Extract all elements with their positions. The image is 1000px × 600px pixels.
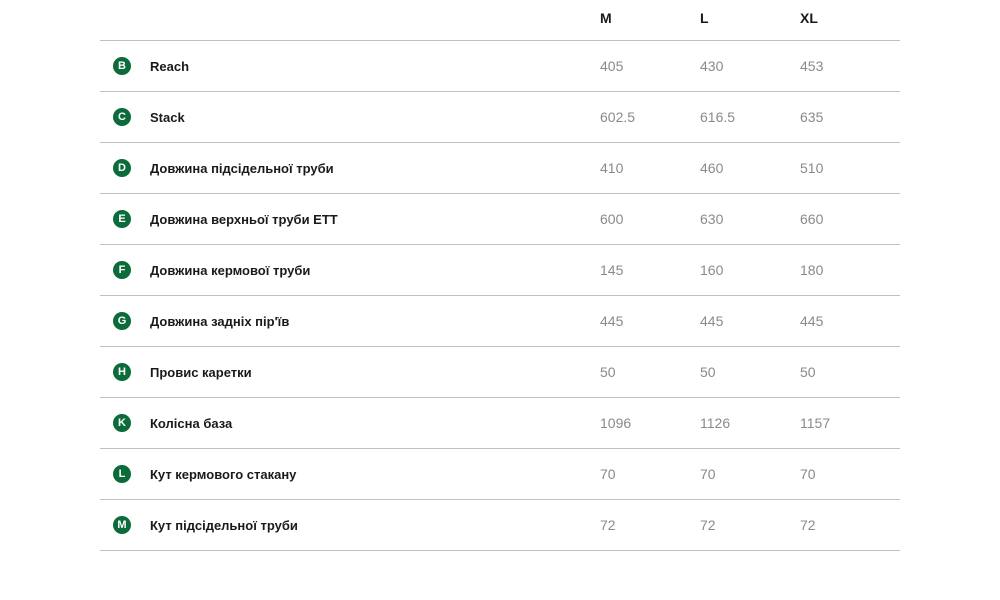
row-value: 50 — [800, 364, 900, 380]
table-row: G Довжина задніх пір'їв 445 445 445 — [100, 296, 900, 347]
row-value: 445 — [600, 313, 700, 329]
row-value: 430 — [700, 58, 800, 74]
row-badge: C — [113, 108, 131, 126]
row-value: 453 — [800, 58, 900, 74]
row-badge: L — [113, 465, 131, 483]
row-badge: F — [113, 261, 131, 279]
row-value: 635 — [800, 109, 900, 125]
column-header: XL — [800, 10, 900, 26]
row-value: 70 — [700, 466, 800, 482]
row-badge: G — [113, 312, 131, 330]
row-value: 1157 — [800, 415, 900, 431]
row-value: 405 — [600, 58, 700, 74]
badge-col: D — [100, 159, 144, 177]
row-value: 445 — [800, 313, 900, 329]
table-row: L Кут кермового стакану 70 70 70 — [100, 449, 900, 500]
badge-col: F — [100, 261, 144, 279]
row-value: 160 — [700, 262, 800, 278]
badge-col: K — [100, 414, 144, 432]
row-label: Довжина кермової труби — [144, 263, 600, 278]
row-value: 630 — [700, 211, 800, 227]
badge-col: H — [100, 363, 144, 381]
row-badge: M — [113, 516, 131, 534]
table-row: C Stack 602.5 616.5 635 — [100, 92, 900, 143]
row-badge: K — [113, 414, 131, 432]
row-value: 70 — [600, 466, 700, 482]
row-badge: E — [113, 210, 131, 228]
geometry-table: M L XL B Reach 405 430 453 C Stack 602.5… — [100, 0, 900, 551]
row-value: 72 — [800, 517, 900, 533]
row-label: Stack — [144, 110, 600, 125]
row-value: 50 — [700, 364, 800, 380]
badge-col: G — [100, 312, 144, 330]
table-row: E Довжина верхньої труби ETT 600 630 660 — [100, 194, 900, 245]
table-row: F Довжина кермової труби 145 160 180 — [100, 245, 900, 296]
row-badge: B — [113, 57, 131, 75]
row-value: 616.5 — [700, 109, 800, 125]
row-badge: D — [113, 159, 131, 177]
table-row: K Колісна база 1096 1126 1157 — [100, 398, 900, 449]
row-label: Довжина верхньої труби ETT — [144, 212, 600, 227]
column-header: L — [700, 10, 800, 26]
row-value: 510 — [800, 160, 900, 176]
row-value: 50 — [600, 364, 700, 380]
row-value: 72 — [700, 517, 800, 533]
row-value: 70 — [800, 466, 900, 482]
row-value: 600 — [600, 211, 700, 227]
row-value: 660 — [800, 211, 900, 227]
row-label: Довжина підсідельної труби — [144, 161, 600, 176]
row-label: Колісна база — [144, 416, 600, 431]
row-value: 180 — [800, 262, 900, 278]
badge-col: M — [100, 516, 144, 534]
row-label: Кут кермового стакану — [144, 467, 600, 482]
row-label: Провис каретки — [144, 365, 600, 380]
table-row: B Reach 405 430 453 — [100, 41, 900, 92]
row-value: 1126 — [700, 415, 800, 431]
row-value: 72 — [600, 517, 700, 533]
row-value: 410 — [600, 160, 700, 176]
row-value: 145 — [600, 262, 700, 278]
badge-col: E — [100, 210, 144, 228]
row-label: Кут підсідельної труби — [144, 518, 600, 533]
table-header-row: M L XL — [100, 0, 900, 41]
column-header: M — [600, 10, 700, 26]
table-row: D Довжина підсідельної труби 410 460 510 — [100, 143, 900, 194]
row-label: Reach — [144, 59, 600, 74]
row-value: 1096 — [600, 415, 700, 431]
row-badge: H — [113, 363, 131, 381]
badge-col: C — [100, 108, 144, 126]
row-label: Довжина задніх пір'їв — [144, 314, 600, 329]
row-value: 460 — [700, 160, 800, 176]
row-value: 445 — [700, 313, 800, 329]
table-row: H Провис каретки 50 50 50 — [100, 347, 900, 398]
row-value: 602.5 — [600, 109, 700, 125]
badge-col: B — [100, 57, 144, 75]
badge-col: L — [100, 465, 144, 483]
table-row: M Кут підсідельної труби 72 72 72 — [100, 500, 900, 551]
